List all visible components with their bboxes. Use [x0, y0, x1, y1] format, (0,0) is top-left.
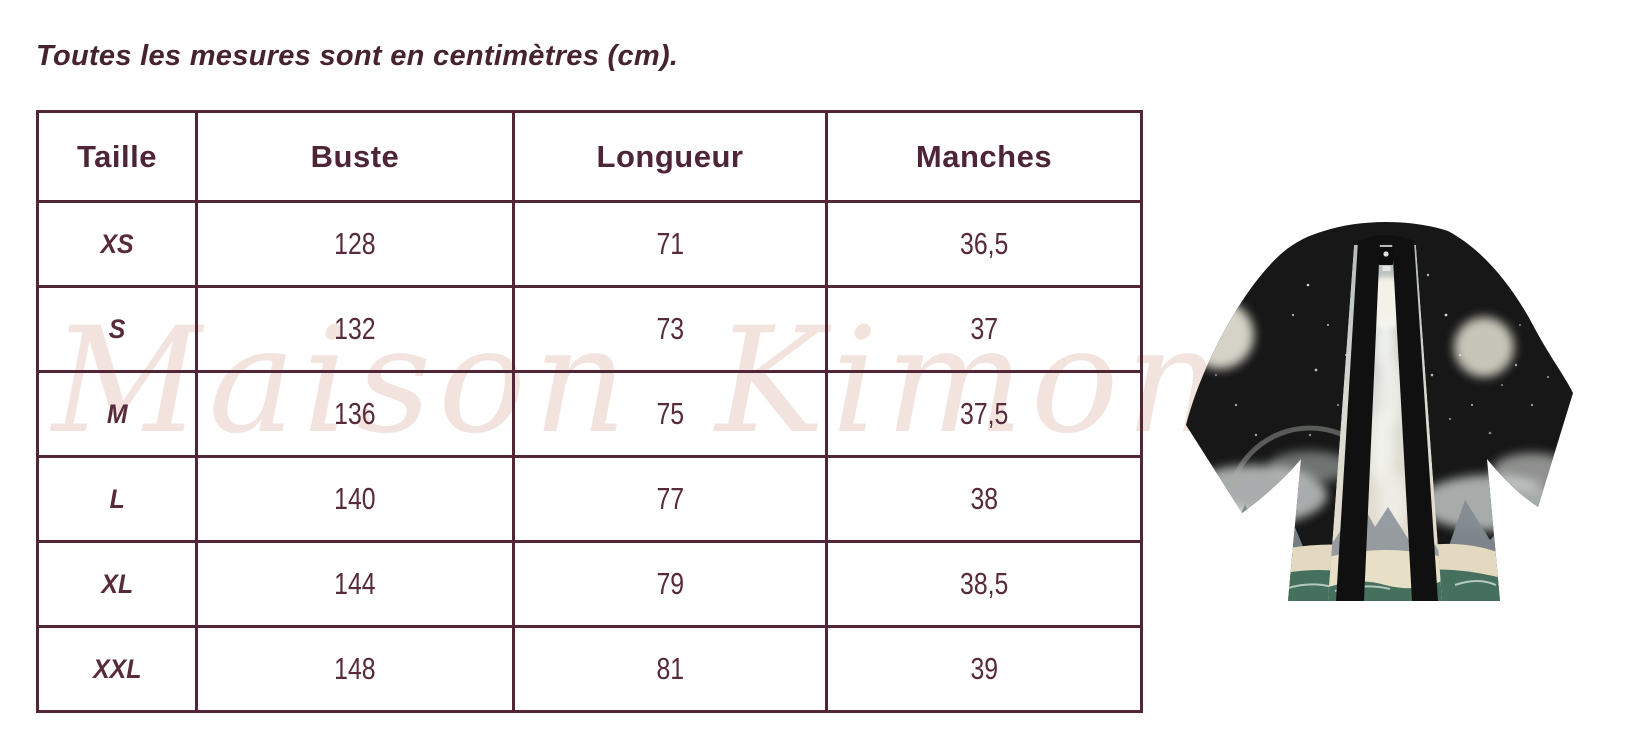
table-row: M 136 75 37,5 [36, 370, 1143, 458]
size-label: XL [36, 540, 198, 628]
value-cell: 81 [512, 625, 828, 713]
value-cell: 144 [195, 540, 515, 628]
neck-tag [1379, 247, 1393, 271]
value-cell: 39 [825, 625, 1143, 713]
table-row: S 132 73 37 [36, 285, 1143, 373]
size-label: XS [36, 200, 198, 288]
value-cell: 140 [195, 455, 515, 543]
value-cell: 37,5 [825, 370, 1143, 458]
table-row: XL 144 79 38,5 [36, 540, 1143, 628]
table-row: L 140 77 38 [36, 455, 1143, 543]
value-cell: 37 [825, 285, 1143, 373]
kimono-product-image [1186, 222, 1573, 601]
value-cell: 71 [512, 200, 828, 288]
value-cell: 38,5 [825, 540, 1143, 628]
measurement-note: Toutes les mesures sont en centimètres (… [36, 40, 679, 72]
header-row: Taille Buste Longueur Manches [36, 110, 1143, 203]
value-cell: 36,5 [825, 200, 1143, 288]
value-cell: 77 [512, 455, 828, 543]
col-header-taille: Taille [36, 110, 198, 203]
value-cell: 73 [512, 285, 828, 373]
kimono-collar [1336, 235, 1438, 601]
star-speckles [1205, 262, 1550, 437]
moon-left-sleeve [1186, 301, 1254, 369]
table-row: XS 128 71 36,5 [36, 200, 1143, 288]
size-label: M [36, 370, 198, 458]
col-header-buste: Buste [195, 110, 515, 203]
size-label: S [36, 285, 198, 373]
value-cell: 132 [195, 285, 515, 373]
col-header-manches: Manches [825, 110, 1143, 203]
value-cell: 128 [195, 200, 515, 288]
size-chart-table: Taille Buste Longueur Manches XS 128 71 … [36, 110, 1143, 713]
value-cell: 75 [512, 370, 828, 458]
moon-right-sleeve [1454, 317, 1514, 377]
value-cell: 148 [195, 625, 515, 713]
table-row: XXL 148 81 39 [36, 625, 1143, 713]
size-label: XXL [36, 625, 198, 713]
size-label: L [36, 455, 198, 543]
value-cell: 79 [512, 540, 828, 628]
value-cell: 136 [195, 370, 515, 458]
value-cell: 38 [825, 455, 1143, 543]
col-header-longueur: Longueur [512, 110, 828, 203]
